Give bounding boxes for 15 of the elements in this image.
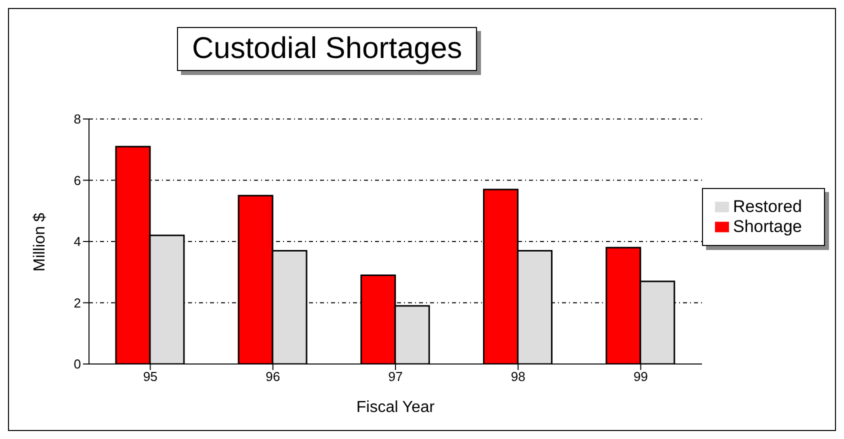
chart-title: Custodial Shortages	[177, 27, 478, 71]
y-tick-label: 4	[74, 234, 81, 250]
legend-label: Restored	[733, 196, 802, 216]
x-tick-label: 99	[633, 369, 648, 384]
legend-label: Shortage	[733, 216, 802, 236]
x-tick-label: 96	[266, 369, 280, 384]
y-tick-label: 8	[74, 112, 81, 127]
x-axis-title: Fiscal Year	[356, 399, 436, 416]
y-tick-label: 0	[74, 356, 81, 372]
x-tick-label: 95	[143, 369, 158, 384]
y-axis-title: Million $	[32, 212, 49, 272]
y-tick-label: 2	[74, 295, 81, 310]
x-tick-label: 98	[510, 369, 526, 384]
x-tick-label: 97	[388, 369, 403, 384]
y-tick-label: 6	[74, 172, 81, 188]
